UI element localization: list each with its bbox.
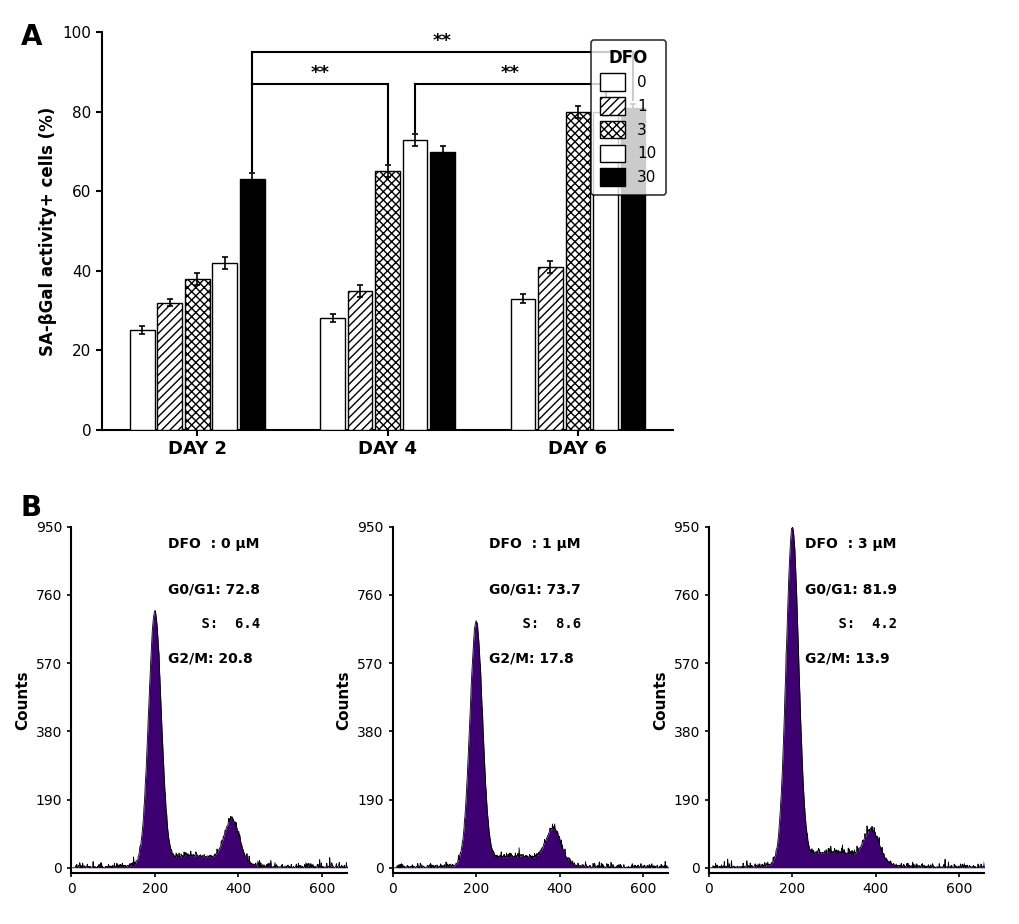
Bar [430, 152, 454, 430]
Y-axis label: Counts: Counts [652, 670, 667, 730]
Text: S:  4.2: S: 4.2 [805, 617, 897, 631]
Text: G2/M: 20.8: G2/M: 20.8 [168, 651, 253, 665]
Bar [403, 140, 427, 430]
Bar [320, 319, 344, 430]
Text: B: B [20, 494, 42, 522]
Text: **: ** [433, 32, 451, 50]
Bar [239, 179, 264, 430]
Bar [184, 279, 209, 430]
Text: DFO  : 0 μM: DFO : 0 μM [168, 537, 259, 551]
Text: **: ** [310, 64, 329, 82]
Y-axis label: SA-βGal activity+ cells (%): SA-βGal activity+ cells (%) [39, 106, 57, 356]
Text: G2/M: 17.8: G2/M: 17.8 [489, 651, 574, 665]
Bar [566, 112, 590, 430]
Bar [592, 112, 618, 430]
Bar [620, 108, 645, 430]
Legend: 0, 1, 3, 10, 30: 0, 1, 3, 10, 30 [591, 40, 665, 195]
Text: G0/G1: 81.9: G0/G1: 81.9 [805, 582, 897, 596]
Bar [212, 262, 236, 430]
Bar [129, 330, 155, 430]
Text: DFO  : 1 μM: DFO : 1 μM [489, 537, 580, 551]
Bar [511, 298, 535, 430]
Bar [375, 171, 399, 430]
Y-axis label: Counts: Counts [15, 670, 31, 730]
Text: DFO  : 3 μM: DFO : 3 μM [805, 537, 896, 551]
Text: G0/G1: 72.8: G0/G1: 72.8 [168, 582, 260, 596]
Text: G0/G1: 73.7: G0/G1: 73.7 [489, 582, 580, 596]
Bar [157, 302, 182, 430]
Bar [538, 267, 562, 430]
Text: S:  6.4: S: 6.4 [168, 617, 260, 631]
Bar [347, 290, 372, 430]
Text: A: A [20, 23, 42, 51]
Y-axis label: Counts: Counts [336, 670, 352, 730]
Text: **: ** [500, 64, 520, 82]
Text: S:  8.6: S: 8.6 [489, 617, 581, 631]
Text: G2/M: 13.9: G2/M: 13.9 [805, 651, 889, 665]
